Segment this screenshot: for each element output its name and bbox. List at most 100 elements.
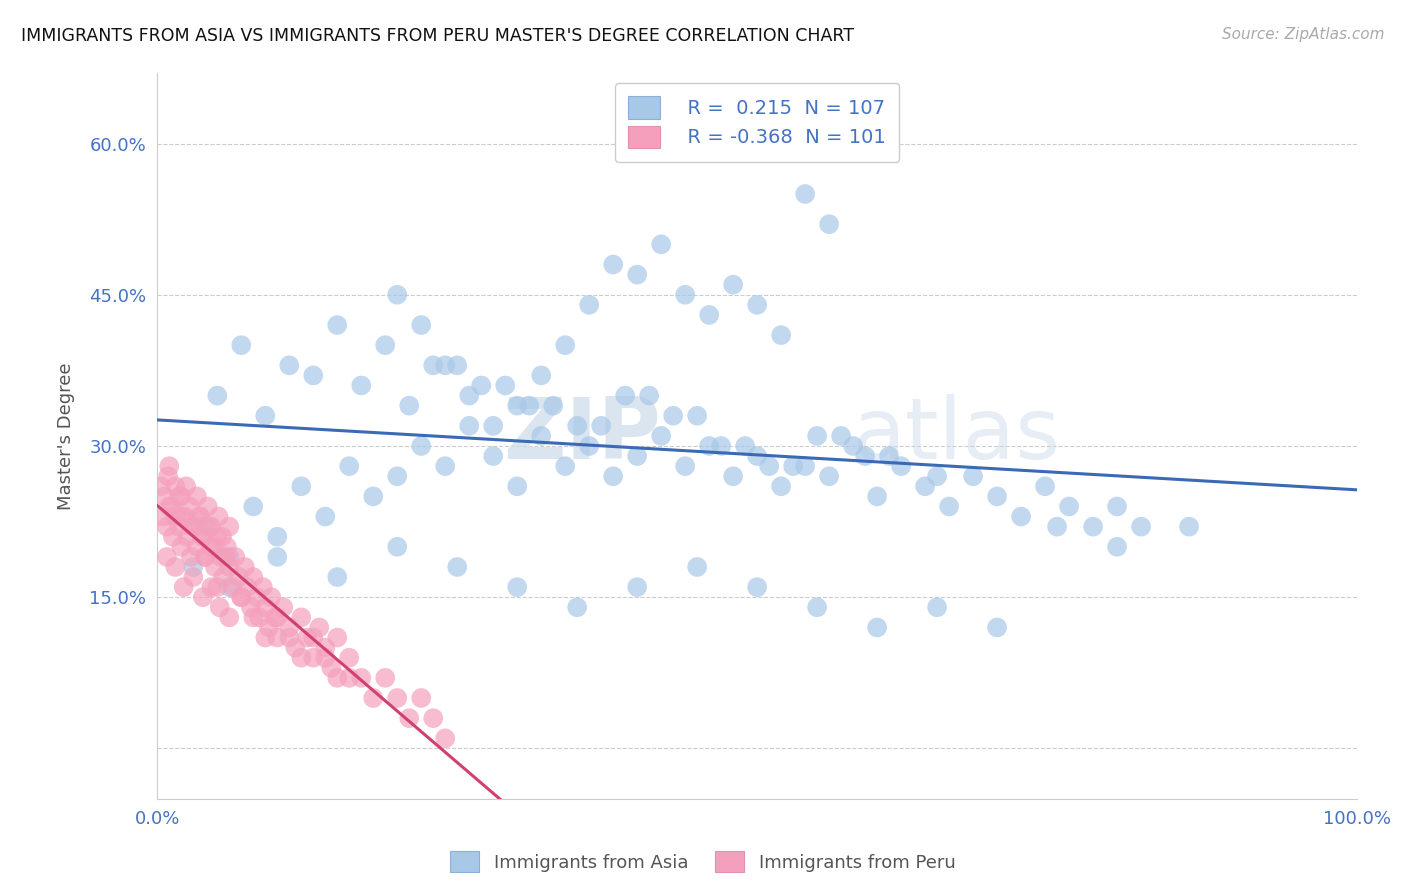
Point [204, 560, 226, 574]
Point [157, 469, 180, 483]
Point [350, 671, 373, 685]
Point [308, 620, 330, 634]
Legend:   R =  0.215  N = 107,   R = -0.368  N = 101: R = 0.215 N = 107, R = -0.368 N = 101 [614, 83, 900, 161]
Point [167, 489, 190, 503]
Point [200, 540, 222, 554]
Point [1046, 519, 1069, 533]
Point [200, 580, 222, 594]
Point [626, 580, 648, 594]
Point [398, 399, 420, 413]
Point [650, 237, 672, 252]
Point [242, 610, 264, 624]
Text: IMMIGRANTS FROM ASIA VS IMMIGRANTS FROM PERU MASTER'S DEGREE CORRELATION CHART: IMMIGRANTS FROM ASIA VS IMMIGRANTS FROM … [21, 27, 853, 45]
Point [721, 469, 744, 483]
Point [278, 359, 301, 373]
Point [830, 429, 852, 443]
Point [446, 359, 468, 373]
Point [770, 328, 793, 343]
Point [541, 399, 564, 413]
Point [422, 359, 444, 373]
Point [721, 277, 744, 292]
Point [181, 519, 204, 533]
Point [290, 650, 312, 665]
Point [167, 519, 190, 533]
Point [257, 620, 280, 634]
Point [228, 570, 250, 584]
Point [290, 479, 312, 493]
Point [927, 600, 949, 615]
Point [162, 530, 184, 544]
Point [530, 368, 553, 383]
Point [242, 500, 264, 514]
Point [266, 530, 288, 544]
Point [1081, 519, 1104, 533]
Point [252, 580, 274, 594]
Point [207, 509, 229, 524]
Point [554, 459, 576, 474]
Point [986, 489, 1008, 503]
Point [638, 388, 661, 402]
Point [710, 439, 733, 453]
Point [747, 298, 769, 312]
Point [156, 519, 179, 533]
Point [986, 620, 1008, 634]
Point [337, 671, 360, 685]
Point [686, 560, 709, 574]
Point [180, 549, 202, 564]
Point [1130, 519, 1153, 533]
Point [179, 500, 201, 514]
Point [194, 519, 217, 533]
Text: Source: ZipAtlas.com: Source: ZipAtlas.com [1222, 27, 1385, 42]
Point [231, 591, 253, 605]
Point [181, 560, 204, 574]
Point [156, 549, 179, 564]
Point [387, 287, 409, 301]
Point [614, 388, 637, 402]
Point [387, 691, 409, 706]
Point [278, 631, 301, 645]
Point [482, 449, 505, 463]
Point [314, 509, 336, 524]
Point [302, 631, 325, 645]
Point [254, 409, 277, 423]
Point [153, 489, 176, 503]
Point [326, 671, 349, 685]
Point [1010, 509, 1032, 524]
Point [517, 399, 540, 413]
Point [567, 600, 589, 615]
Point [173, 580, 195, 594]
Point [236, 580, 259, 594]
Point [172, 509, 194, 524]
Point [204, 540, 226, 554]
Point [260, 591, 283, 605]
Point [302, 368, 325, 383]
Point [149, 479, 172, 493]
Point [506, 479, 529, 493]
Point [254, 600, 277, 615]
Point [321, 661, 343, 675]
Point [181, 570, 204, 584]
Point [914, 479, 936, 493]
Point [194, 549, 217, 564]
Point [264, 610, 287, 624]
Point [962, 469, 984, 483]
Point [1033, 479, 1056, 493]
Point [494, 378, 516, 392]
Point [314, 650, 336, 665]
Point [239, 600, 262, 615]
Point [770, 479, 793, 493]
Point [411, 318, 433, 332]
Y-axis label: Master's Degree: Master's Degree [58, 362, 75, 509]
Point [302, 650, 325, 665]
Point [361, 489, 384, 503]
Point [794, 459, 817, 474]
Point [673, 287, 696, 301]
Point [193, 530, 215, 544]
Point [567, 418, 589, 433]
Point [284, 640, 307, 655]
Point [374, 338, 396, 352]
Point [242, 570, 264, 584]
Point [434, 731, 457, 746]
Point [174, 509, 197, 524]
Point [218, 610, 240, 624]
